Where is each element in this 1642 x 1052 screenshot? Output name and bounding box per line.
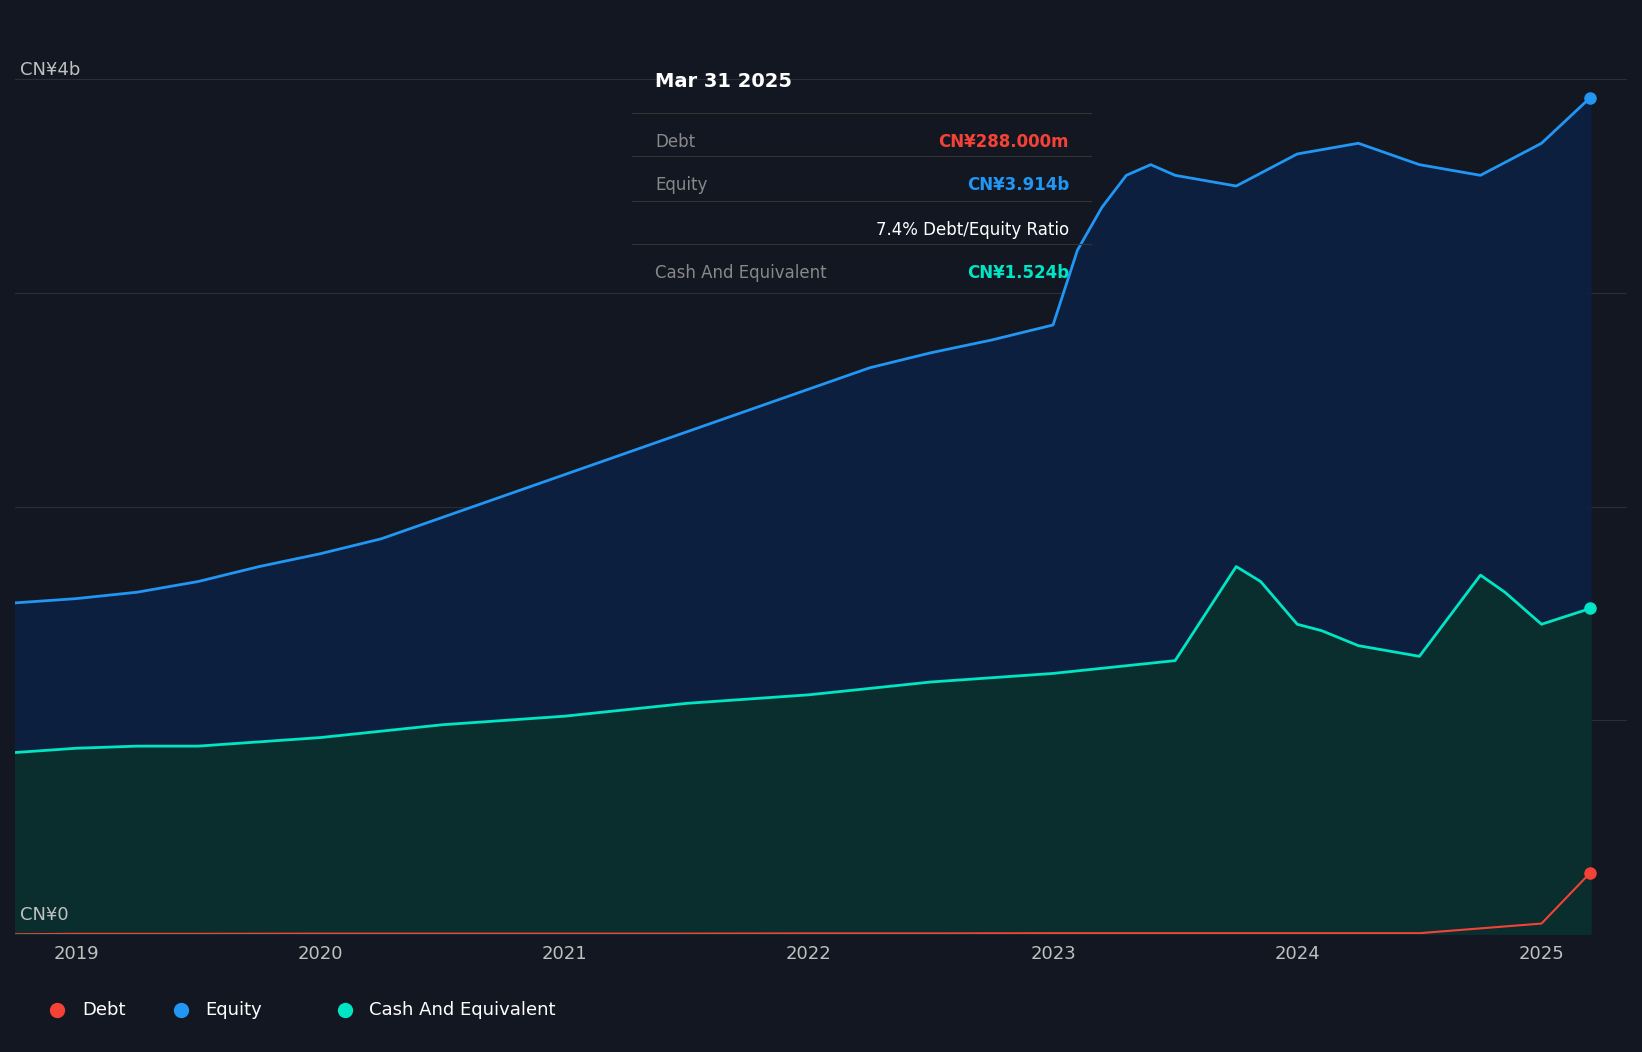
Text: CN¥3.914b: CN¥3.914b — [967, 176, 1069, 194]
Text: Cash And Equivalent: Cash And Equivalent — [655, 264, 828, 282]
Text: Cash And Equivalent: Cash And Equivalent — [369, 1000, 557, 1019]
Text: Debt: Debt — [655, 133, 695, 151]
Text: Equity: Equity — [655, 176, 708, 194]
Text: CN¥1.524b: CN¥1.524b — [967, 264, 1069, 282]
Text: Mar 31 2025: Mar 31 2025 — [655, 73, 791, 92]
Text: Equity: Equity — [205, 1000, 263, 1019]
Text: CN¥0: CN¥0 — [20, 906, 69, 924]
Text: CN¥4b: CN¥4b — [20, 61, 80, 79]
Text: Debt: Debt — [82, 1000, 125, 1019]
Text: 7.4% Debt/Equity Ratio: 7.4% Debt/Equity Ratio — [875, 221, 1069, 240]
Text: CN¥288.000m: CN¥288.000m — [939, 133, 1069, 151]
